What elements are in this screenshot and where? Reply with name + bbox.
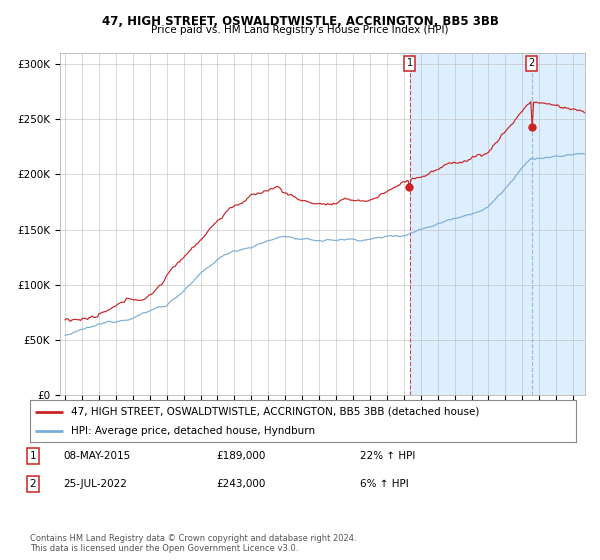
Text: 08-MAY-2015: 08-MAY-2015 (63, 451, 130, 461)
Bar (410, 53, 585, 395)
Text: 1: 1 (407, 58, 413, 68)
Text: £189,000: £189,000 (216, 451, 265, 461)
Text: Contains HM Land Registry data © Crown copyright and database right 2024.
This d: Contains HM Land Registry data © Crown c… (30, 534, 356, 553)
Text: 1: 1 (29, 451, 37, 461)
Text: 2: 2 (29, 479, 37, 489)
Text: 47, HIGH STREET, OSWALDTWISTLE, ACCRINGTON, BB5 3BB: 47, HIGH STREET, OSWALDTWISTLE, ACCRINGT… (101, 15, 499, 27)
Text: 47, HIGH STREET, OSWALDTWISTLE, ACCRINGTON, BB5 3BB (detached house): 47, HIGH STREET, OSWALDTWISTLE, ACCRINGT… (71, 407, 479, 417)
Text: 6% ↑ HPI: 6% ↑ HPI (360, 479, 409, 489)
Text: 22% ↑ HPI: 22% ↑ HPI (360, 451, 415, 461)
Text: HPI: Average price, detached house, Hyndburn: HPI: Average price, detached house, Hynd… (71, 426, 315, 436)
Text: £243,000: £243,000 (216, 479, 265, 489)
Text: 2: 2 (529, 58, 535, 68)
Text: Price paid vs. HM Land Registry's House Price Index (HPI): Price paid vs. HM Land Registry's House … (151, 25, 449, 35)
Text: 25-JUL-2022: 25-JUL-2022 (63, 479, 127, 489)
